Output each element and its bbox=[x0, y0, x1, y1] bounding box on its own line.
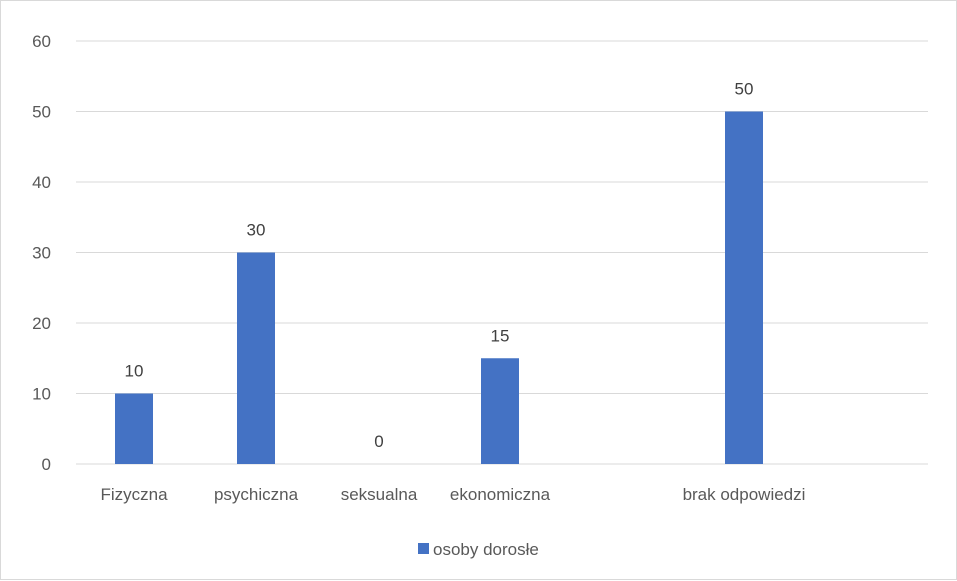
y-tick-label: 40 bbox=[32, 173, 51, 192]
x-tick-label: Fizyczna bbox=[100, 485, 168, 504]
x-tick-label: seksualna bbox=[341, 485, 418, 504]
y-tick-label: 20 bbox=[32, 314, 51, 333]
bar bbox=[115, 393, 153, 464]
legend: osoby dorosłe bbox=[418, 540, 539, 559]
data-label: 30 bbox=[247, 221, 266, 240]
x-tick-label: psychiczna bbox=[214, 485, 299, 504]
bar bbox=[725, 111, 763, 464]
data-labels: 10 30 0 15 50 bbox=[125, 80, 754, 452]
y-tick-label: 60 bbox=[32, 32, 51, 51]
bar bbox=[481, 358, 519, 464]
gridlines bbox=[76, 40, 928, 465]
bars bbox=[115, 111, 763, 464]
bar bbox=[237, 252, 275, 464]
data-label: 50 bbox=[735, 80, 754, 99]
legend-swatch bbox=[418, 543, 429, 554]
x-tick-label: brak odpowiedzi bbox=[683, 485, 806, 504]
y-tick-label: 10 bbox=[32, 385, 51, 404]
y-tick-label: 30 bbox=[32, 244, 51, 263]
y-axis-ticks: 0 10 20 30 40 50 60 bbox=[32, 32, 51, 474]
data-label: 15 bbox=[491, 326, 510, 345]
y-tick-label: 0 bbox=[42, 455, 51, 474]
y-tick-label: 50 bbox=[32, 103, 51, 122]
data-label: 0 bbox=[374, 432, 383, 451]
data-label: 10 bbox=[125, 362, 144, 381]
x-axis-ticks: Fizyczna psychiczna seksualna ekonomiczna br… bbox=[100, 485, 805, 504]
x-tick-label: ekonomiczna bbox=[450, 485, 551, 504]
legend-label: osoby dorosłe bbox=[433, 540, 539, 559]
